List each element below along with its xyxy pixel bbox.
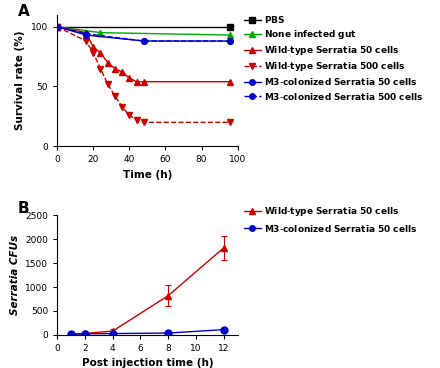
X-axis label: Post injection time (h): Post injection time (h) [81, 358, 213, 368]
Y-axis label: Serratia CFUs: Serratia CFUs [10, 235, 20, 315]
Y-axis label: Survival rate (%): Survival rate (%) [15, 31, 26, 130]
Legend: $\bf{Wild}$-$\bf{type}$ $\it{\bf{Serratia}}$ $\bf{50\ cells}$, $\bf{M3}$-$\bf{co: $\bf{Wild}$-$\bf{type}$ $\it{\bf{Serrati… [244, 205, 418, 234]
Text: A: A [18, 4, 29, 19]
Text: B: B [18, 201, 29, 216]
Legend: $\bf{PBS}$, $\bf{None\ infected\ gut}$, $\bf{Wild}$-$\bf{type}$ $\it{\bf{Serrati: $\bf{PBS}$, $\bf{None\ infected\ gut}$, … [244, 14, 424, 102]
X-axis label: Time (h): Time (h) [123, 170, 172, 180]
